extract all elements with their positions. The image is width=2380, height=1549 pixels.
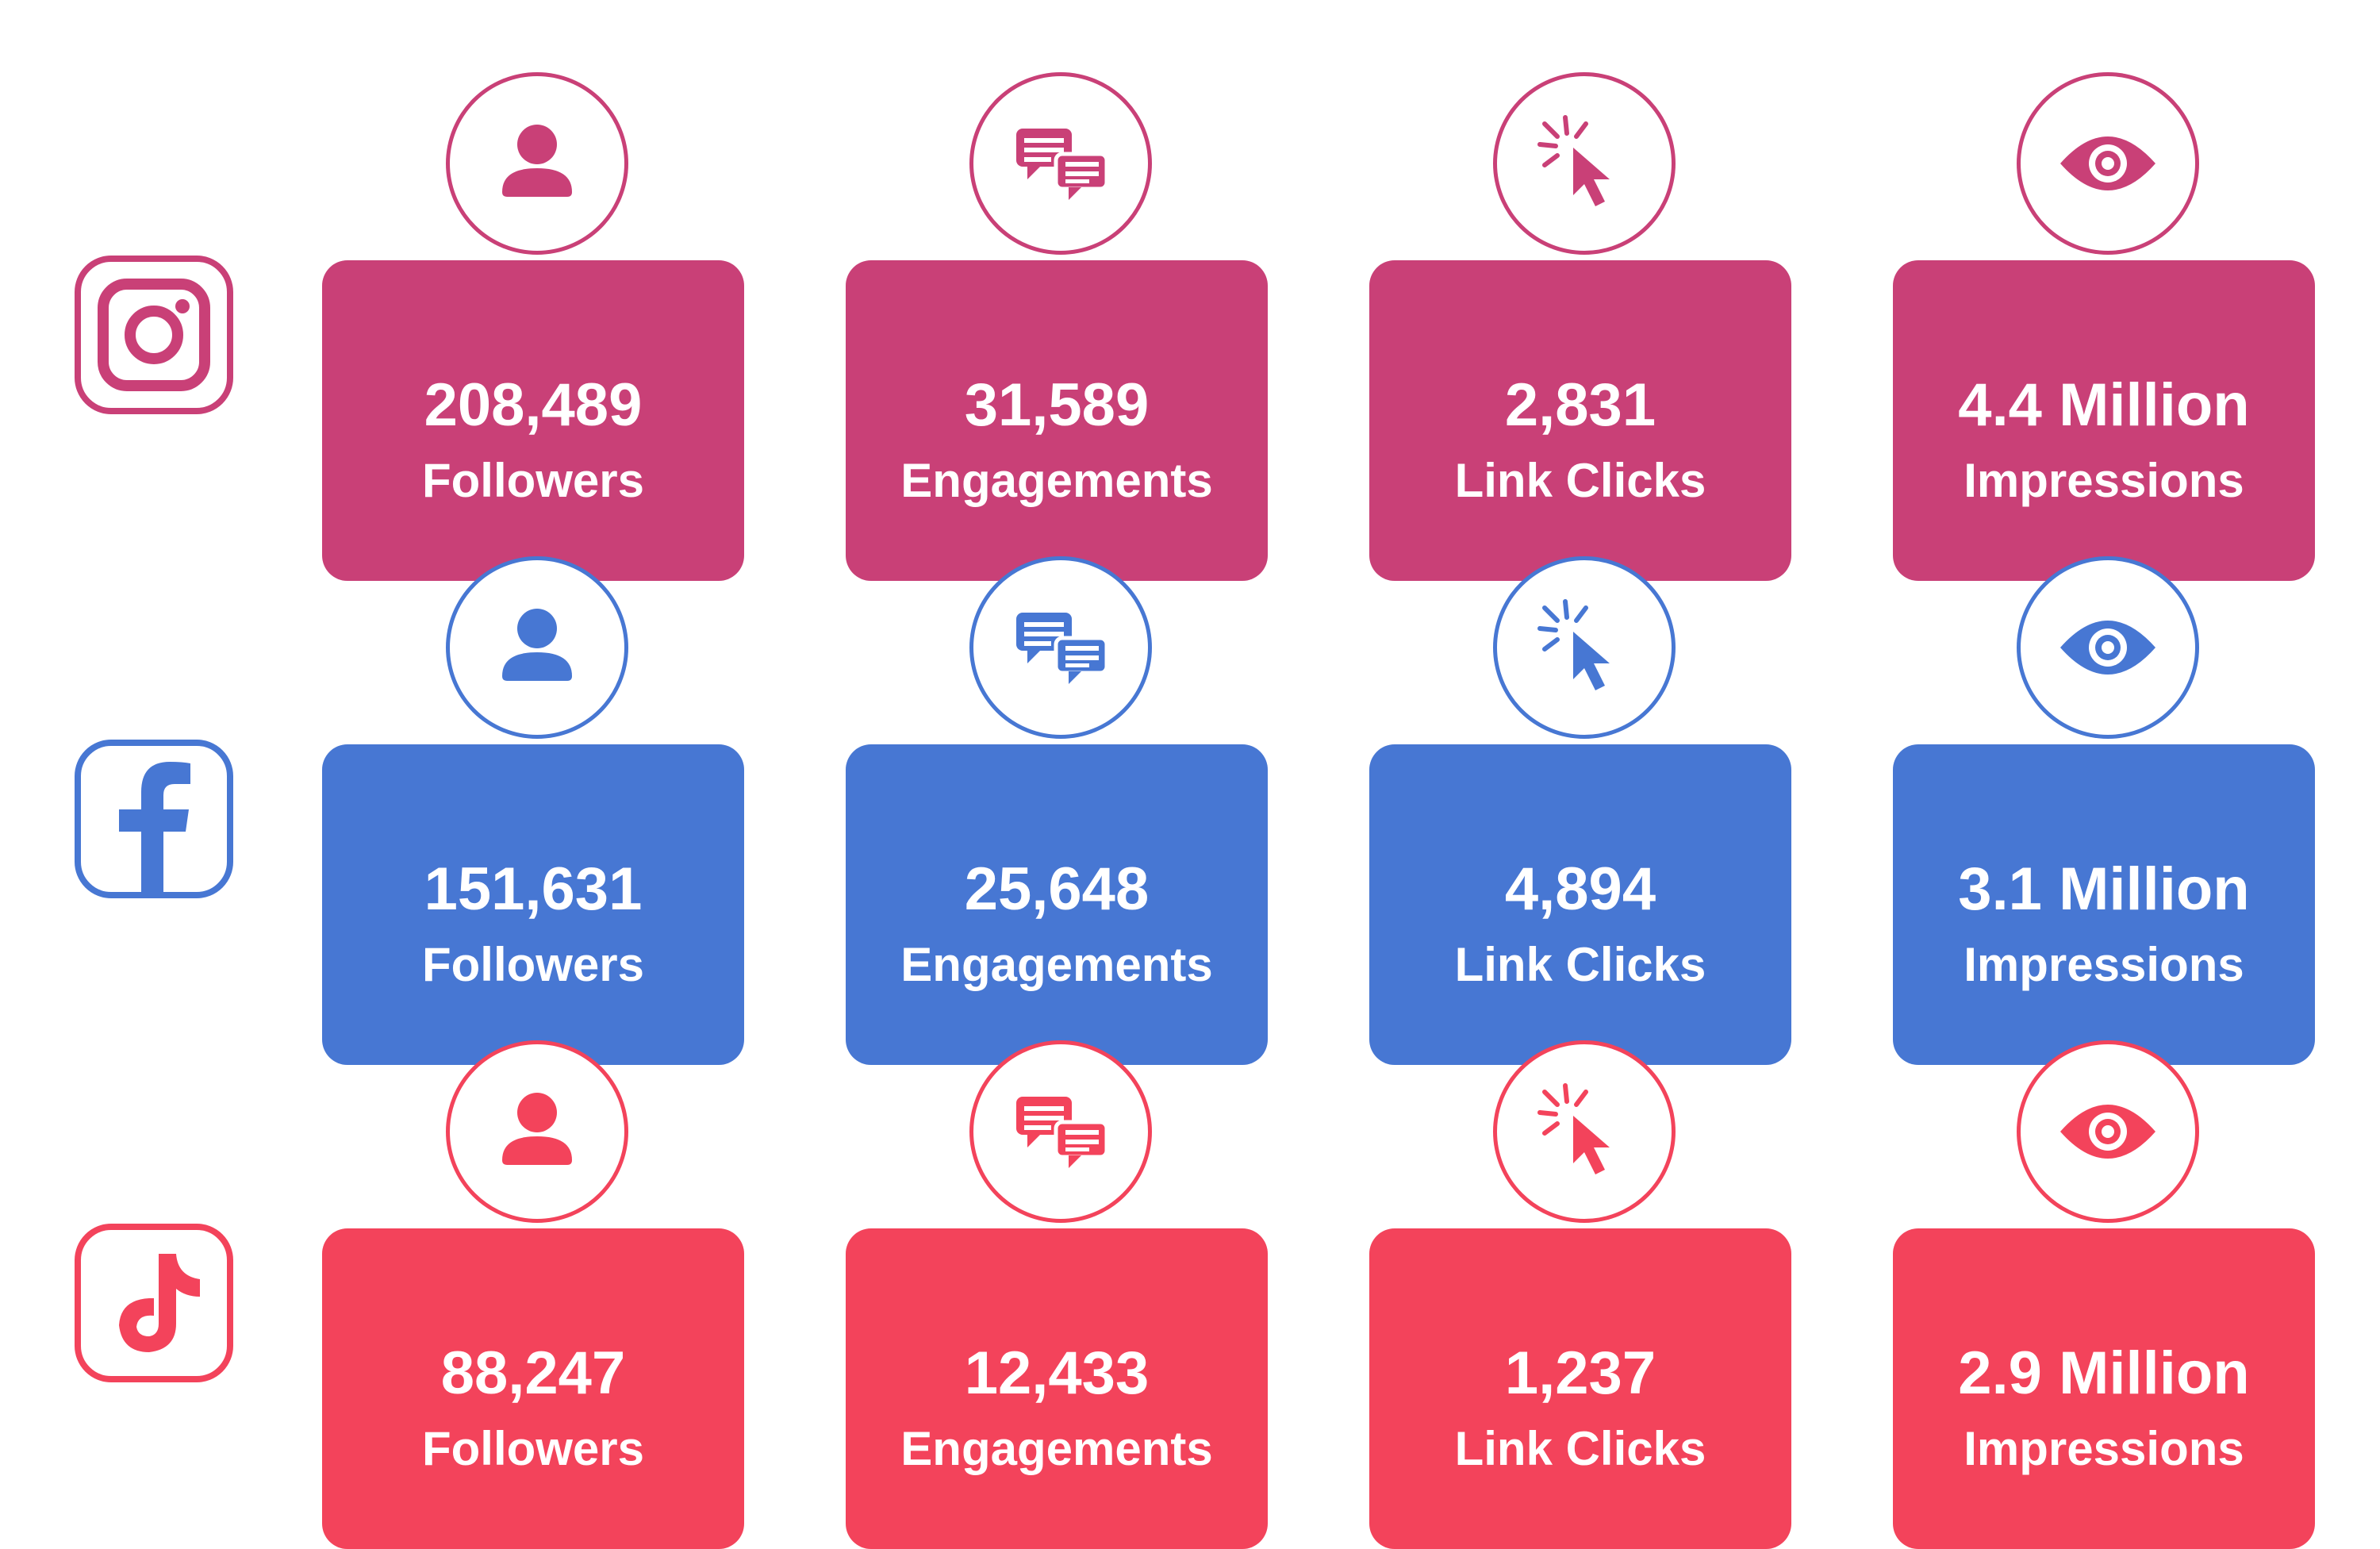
- metric-label: Followers: [421, 938, 645, 991]
- metric-label: Followers: [421, 1422, 645, 1475]
- eye-icon: [2021, 76, 2195, 251]
- metric-value: 151,631: [424, 855, 643, 923]
- metric-value: 3.1 Million: [1958, 855, 2250, 923]
- metric-label: Engagements: [900, 1422, 1213, 1475]
- metric-card-link-clicks: 1,237 Link Clicks: [1369, 1228, 1791, 1549]
- metric-label: Link Clicks: [1454, 1422, 1706, 1475]
- metric-value: 25,648: [964, 855, 1150, 923]
- metric-value: 4.4 Million: [1958, 371, 2250, 439]
- instagram-icon: [75, 256, 233, 414]
- metric-label: Impressions: [1964, 938, 2244, 991]
- metric-card-engagements: 31,589 Engagements: [846, 260, 1268, 581]
- metric-card-impressions: 3.1 Million Impressions: [1893, 744, 2315, 1065]
- metric-label: Link Clicks: [1454, 938, 1706, 991]
- chat-bubbles-icon: [973, 560, 1148, 735]
- eye-icon: [2021, 1044, 2195, 1219]
- metric-label: Followers: [421, 454, 645, 507]
- tiktok-row: 88,247 Followers 12,433 Engagements 1,23…: [0, 1044, 2380, 1549]
- metric-card-followers: 88,247 Followers: [322, 1228, 744, 1549]
- person-icon: [450, 76, 624, 251]
- metric-value: 2,831: [1504, 371, 1656, 439]
- metric-card-engagements: 25,648 Engagements: [846, 744, 1268, 1065]
- metric-value: 1,237: [1504, 1340, 1656, 1407]
- person-icon: [450, 1044, 624, 1219]
- cursor-click-icon: [1497, 560, 1672, 735]
- instagram-row: 208,489 Followers 31,589 Engagements 2,8…: [0, 76, 2380, 581]
- metric-value: 88,247: [440, 1340, 626, 1407]
- eye-icon: [2021, 560, 2195, 735]
- metric-card-followers: 208,489 Followers: [322, 260, 744, 581]
- cursor-click-icon: [1497, 1044, 1672, 1219]
- facebook-icon: [75, 740, 233, 898]
- metric-label: Engagements: [900, 938, 1213, 991]
- metric-card-engagements: 12,433 Engagements: [846, 1228, 1268, 1549]
- person-icon: [450, 560, 624, 735]
- chat-bubbles-icon: [973, 1044, 1148, 1219]
- metric-card-followers: 151,631 Followers: [322, 744, 744, 1065]
- metric-value: 31,589: [964, 371, 1150, 439]
- metric-value: 4,894: [1504, 855, 1656, 923]
- metric-label: Impressions: [1964, 454, 2244, 507]
- facebook-row: 151,631 Followers 25,648 Engagements 4,8…: [0, 560, 2380, 1065]
- metric-label: Engagements: [900, 454, 1213, 507]
- metric-card-link-clicks: 2,831 Link Clicks: [1369, 260, 1791, 581]
- cursor-click-icon: [1497, 76, 1672, 251]
- metric-value: 208,489: [424, 371, 643, 439]
- metric-card-impressions: 2.9 Million Impressions: [1893, 1228, 2315, 1549]
- metric-label: Impressions: [1964, 1422, 2244, 1475]
- metric-value: 12,433: [964, 1340, 1150, 1407]
- metric-value: 2.9 Million: [1958, 1340, 2250, 1407]
- metric-label: Link Clicks: [1454, 454, 1706, 507]
- metric-card-impressions: 4.4 Million Impressions: [1893, 260, 2315, 581]
- tiktok-icon: [75, 1224, 233, 1382]
- chat-bubbles-icon: [973, 76, 1148, 251]
- metric-card-link-clicks: 4,894 Link Clicks: [1369, 744, 1791, 1065]
